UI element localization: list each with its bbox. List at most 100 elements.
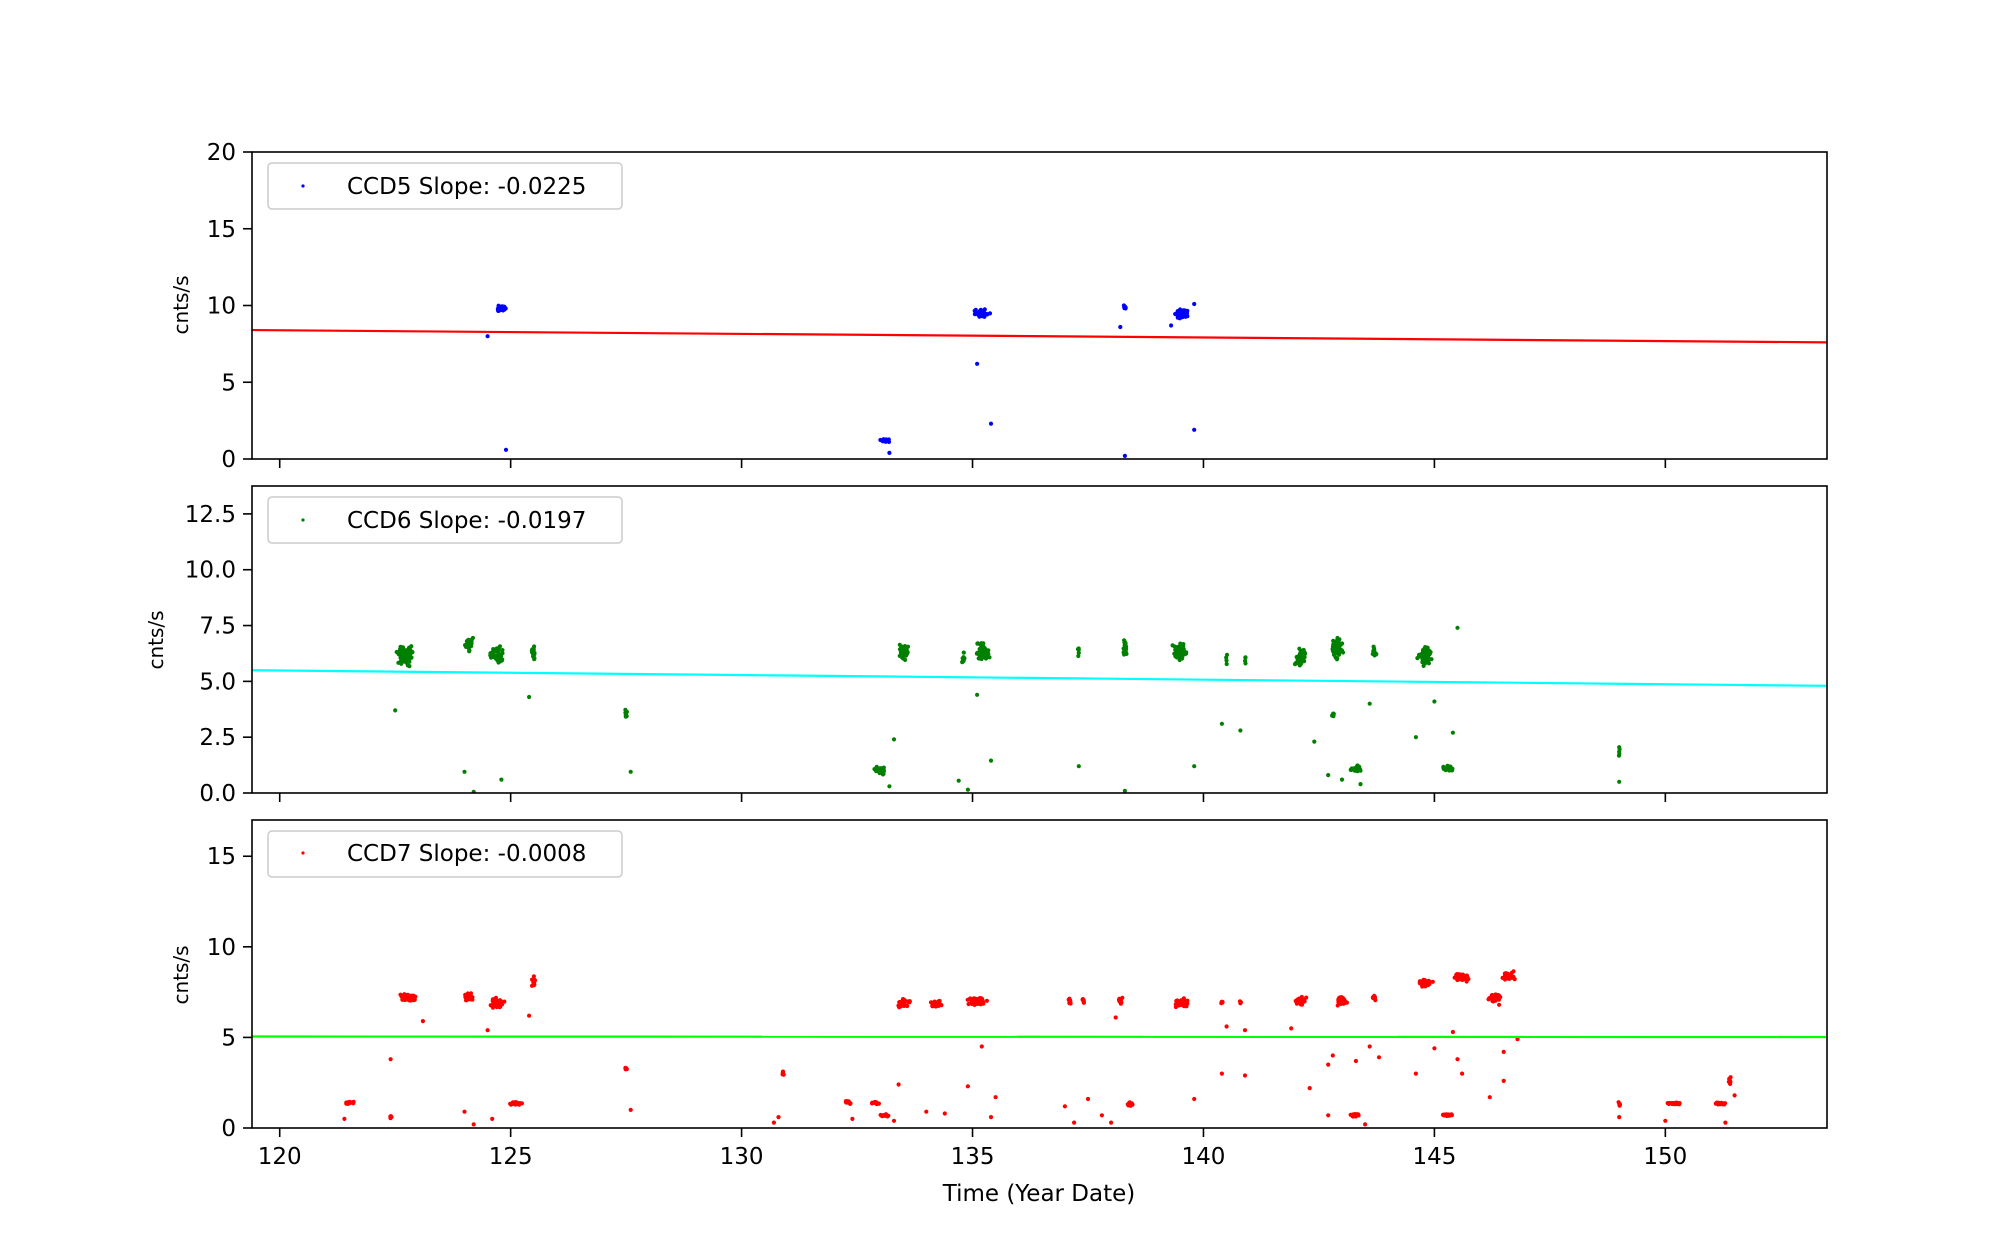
data-point xyxy=(462,769,467,774)
panel-ccd6-ylabel: cnts/s xyxy=(144,610,168,669)
data-point xyxy=(1295,657,1300,663)
data-point xyxy=(1372,994,1377,1000)
legend-marker xyxy=(301,851,305,855)
data-point xyxy=(1371,648,1376,653)
data-point xyxy=(874,1101,879,1107)
data-point xyxy=(1122,638,1127,643)
data-point xyxy=(1465,975,1470,980)
data-point xyxy=(887,450,892,455)
data-point xyxy=(532,650,537,655)
data-point xyxy=(485,334,490,339)
data-point xyxy=(490,1116,495,1121)
data-point xyxy=(531,974,537,979)
data-point xyxy=(883,439,888,444)
data-point xyxy=(1123,650,1128,655)
y-tick-label: 15 xyxy=(207,844,236,870)
data-point xyxy=(513,1101,519,1106)
data-point xyxy=(1728,1075,1733,1080)
data-point xyxy=(1675,1101,1680,1107)
data-point xyxy=(981,1000,986,1006)
data-point xyxy=(880,772,886,777)
data-point xyxy=(1242,1073,1248,1078)
data-point xyxy=(1421,663,1426,669)
data-point xyxy=(1504,974,1509,979)
data-point xyxy=(1487,1095,1492,1100)
data-point xyxy=(509,1101,514,1106)
data-point xyxy=(1076,650,1081,656)
data-point xyxy=(896,1082,901,1087)
data-point xyxy=(1113,1015,1118,1020)
data-point xyxy=(1173,1004,1178,1010)
data-point xyxy=(530,647,535,652)
data-point xyxy=(1421,979,1426,984)
data-point xyxy=(1727,1078,1732,1083)
data-point xyxy=(1367,701,1372,706)
data-point xyxy=(983,656,989,661)
data-point xyxy=(531,977,536,983)
data-point xyxy=(1123,646,1128,651)
data-point xyxy=(471,1122,476,1127)
data-point xyxy=(1351,1114,1356,1119)
data-point xyxy=(1455,1057,1460,1062)
data-point xyxy=(1302,659,1307,664)
panel-ccd7-ylabel: cnts/s xyxy=(169,945,193,1004)
data-point xyxy=(1330,1053,1335,1058)
data-point xyxy=(1326,773,1331,778)
data-point xyxy=(977,656,982,661)
data-point xyxy=(869,1101,875,1106)
legend-box xyxy=(267,830,623,878)
x-tick-label: 120 xyxy=(258,1144,302,1170)
data-point xyxy=(388,1057,393,1062)
data-point xyxy=(1335,642,1340,647)
data-point xyxy=(1723,1101,1728,1106)
y-tick-label: 10 xyxy=(207,935,236,961)
data-point xyxy=(1177,1000,1183,1005)
panel-ccd6-frame xyxy=(251,485,1828,794)
data-point xyxy=(1120,995,1125,1000)
data-point xyxy=(1495,992,1500,998)
data-point xyxy=(973,307,978,312)
data-point xyxy=(1242,1028,1248,1033)
data-point xyxy=(965,1084,971,1089)
data-point xyxy=(406,657,411,662)
legend-box xyxy=(267,496,623,544)
data-point xyxy=(961,658,966,663)
data-point xyxy=(1728,1081,1733,1086)
data-point xyxy=(1180,311,1185,316)
data-point xyxy=(1062,1104,1067,1109)
data-point xyxy=(1219,999,1224,1004)
data-point xyxy=(975,692,980,697)
panel-ccd6: 0.0 2.5 5.0 7.5 10.0 12.5 cnts/s CCD6 Slope: … xyxy=(144,485,1828,807)
panel-ccd7-frame xyxy=(251,819,1828,1129)
data-point xyxy=(485,1028,490,1033)
data-point xyxy=(899,1004,904,1009)
data-point xyxy=(1298,651,1303,656)
data-point xyxy=(495,653,500,659)
data-point xyxy=(393,708,398,713)
data-point xyxy=(388,1114,393,1119)
data-point xyxy=(465,995,470,1001)
data-point xyxy=(1067,1000,1072,1005)
data-point xyxy=(1122,453,1127,458)
data-point xyxy=(1372,652,1377,657)
data-point xyxy=(1348,767,1353,773)
y-tick-label: 20 xyxy=(207,140,236,166)
data-point xyxy=(498,657,503,663)
data-point xyxy=(1617,779,1622,784)
y-tick-label: 2.5 xyxy=(199,725,236,751)
data-point xyxy=(969,999,975,1004)
data-point xyxy=(1441,766,1446,772)
data-point xyxy=(1326,1062,1331,1067)
data-point xyxy=(1192,301,1197,307)
x-axis-label: Time (Year Date) xyxy=(942,1181,1136,1207)
data-point xyxy=(1353,1058,1358,1064)
data-point xyxy=(1192,764,1197,769)
data-point xyxy=(1354,766,1359,771)
data-point xyxy=(850,1116,855,1121)
panel-ccd5-legend: CCD5 Slope: -0.0225 xyxy=(267,162,623,210)
x-tick-label: 140 xyxy=(1182,1144,1226,1170)
data-point xyxy=(901,656,906,661)
data-point xyxy=(993,1095,998,1100)
data-point xyxy=(1297,646,1302,651)
data-point xyxy=(1122,788,1127,793)
